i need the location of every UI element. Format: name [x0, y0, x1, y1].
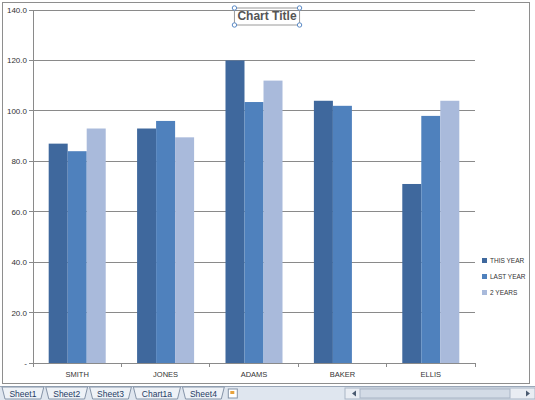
x-tick-label: BAKER — [330, 370, 356, 379]
y-tick — [29, 312, 33, 313]
sheet-tab-label[interactable]: Sheet4 — [190, 389, 217, 399]
bar — [137, 129, 156, 363]
grid-line — [33, 60, 475, 61]
y-tick — [29, 262, 33, 263]
chart-title: Chart Title — [237, 9, 296, 23]
sheet-tab[interactable] — [183, 387, 225, 399]
x-tick — [386, 363, 387, 367]
selection-handle — [297, 23, 301, 27]
bar — [244, 102, 263, 363]
bar — [87, 129, 106, 363]
bar — [175, 137, 194, 363]
scroll-thumb[interactable] — [360, 389, 510, 398]
selection-handle — [297, 6, 301, 10]
bar — [402, 184, 421, 363]
bar — [225, 60, 244, 363]
grid-line — [33, 363, 475, 364]
x-tick — [121, 363, 122, 367]
y-tick-label: - — [24, 359, 27, 368]
scroll-right[interactable] — [526, 391, 530, 397]
y-tick — [29, 60, 33, 61]
y-tick-label: 20.0 — [11, 309, 27, 318]
background — [0, 0, 535, 400]
legend-swatch — [482, 290, 487, 295]
selection-handle — [232, 6, 236, 10]
insert-sheet-icon — [230, 391, 234, 394]
x-tick — [475, 363, 476, 367]
sheet-tab-label[interactable]: Sheet3 — [97, 389, 124, 399]
y-tick — [29, 363, 33, 364]
y-tick-label: 40.0 — [11, 258, 27, 267]
bar — [68, 151, 87, 363]
bars — [49, 60, 460, 363]
legend-swatch — [482, 258, 487, 263]
sheet-tab-label[interactable]: Sheet2 — [53, 389, 80, 399]
y-tick — [29, 110, 33, 111]
chart-svg: - 20.0 40.0 60.0 80.0 100.0 120.0 140.0 SMITH JON… — [0, 0, 535, 400]
y-tick-label: 140.0 — [7, 6, 28, 15]
sheet-tab-label[interactable]: Sheet1 — [9, 389, 36, 399]
sheet-tab[interactable] — [133, 387, 180, 399]
tab-bar — [0, 386, 535, 400]
sheet-tab-label[interactable]: Chart1a — [142, 389, 173, 399]
legend-swatch — [482, 274, 487, 279]
x-axis — [33, 363, 475, 364]
title-selection — [234, 8, 299, 25]
y-tick-label: 120.0 — [7, 56, 28, 65]
x-tick — [209, 363, 210, 367]
bar — [264, 81, 283, 363]
x-tick-label: JONES — [153, 370, 178, 379]
y-tick-label: 60.0 — [11, 208, 27, 217]
y-tick-label: 80.0 — [11, 157, 27, 166]
grid — [29, 10, 475, 363]
legend-label: THIS YEAR — [490, 257, 525, 264]
bar — [156, 121, 175, 363]
sheet-tab[interactable] — [90, 387, 132, 399]
bar — [333, 106, 352, 363]
insert-sheet[interactable] — [228, 389, 237, 398]
sheet-tab[interactable] — [46, 387, 88, 399]
x-tick — [33, 363, 34, 367]
y-tick — [29, 161, 33, 162]
y-axis — [33, 10, 34, 363]
chart-area — [3, 3, 530, 384]
bar — [440, 101, 459, 363]
x-tick — [298, 363, 299, 367]
scrollbar[interactable] — [345, 388, 535, 399]
x-tick-label: ADAMS — [241, 370, 268, 379]
scroll-left[interactable] — [352, 391, 356, 397]
x-tick-label: ELLIS — [421, 370, 441, 379]
y-tick — [29, 211, 33, 212]
bar — [421, 116, 440, 363]
y-tick — [29, 10, 33, 11]
legend-label: LAST YEAR — [490, 273, 526, 280]
sheet-tab[interactable] — [2, 387, 44, 399]
bar — [314, 101, 333, 363]
legend-label: 2 YEARS — [490, 289, 518, 296]
bar — [49, 144, 68, 363]
y-tick-label: 100.0 — [7, 107, 28, 116]
x-tick-label: SMITH — [66, 370, 89, 379]
selection-handle — [232, 23, 236, 27]
